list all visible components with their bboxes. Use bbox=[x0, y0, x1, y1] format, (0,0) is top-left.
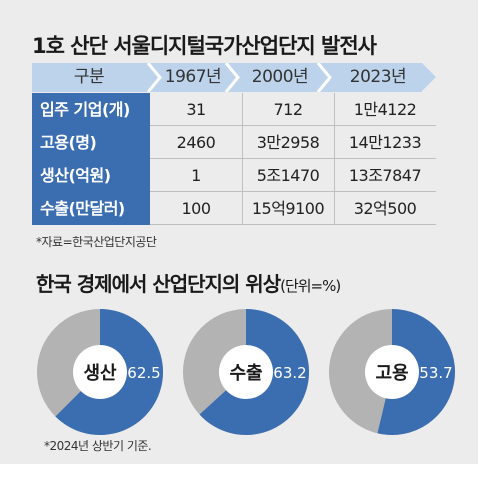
pie-center-hole bbox=[219, 345, 273, 399]
pie-category-label: 수출 bbox=[229, 363, 262, 384]
table-header-2000: 2000년 bbox=[251, 67, 309, 87]
table-cell: 5조1470 bbox=[256, 166, 320, 185]
table-divider bbox=[150, 224, 436, 225]
pie-category-label: 생산 bbox=[83, 363, 117, 384]
pie-category-label: 고용 bbox=[375, 363, 408, 384]
table-header-label: 구분 bbox=[73, 67, 105, 87]
section-title: 한국 경제에서 산업단지의 위상(단위=%) bbox=[36, 268, 341, 297]
table-cell: 1 bbox=[191, 166, 201, 185]
table-divider bbox=[334, 93, 335, 225]
pie-value-label: 63.2 bbox=[273, 364, 306, 382]
table-row-label: 생산(억원) bbox=[32, 159, 150, 192]
header-chevron-2 bbox=[224, 63, 240, 92]
table-cell: 1만4122 bbox=[353, 100, 417, 119]
page-title: 1호 산단 서울디지털국가산업단지 발전사 bbox=[32, 34, 377, 58]
table-cell: 2460 bbox=[176, 133, 216, 152]
pie-value-label: 62.5 bbox=[127, 364, 160, 382]
table-divider bbox=[242, 93, 243, 225]
table-header-1967: 1967년 bbox=[164, 67, 222, 87]
pie-value-label: 53.7 bbox=[419, 364, 452, 382]
pie-center-hole bbox=[365, 345, 419, 399]
table-cell: 32억500 bbox=[353, 199, 417, 218]
table-cell: 15억9100 bbox=[251, 199, 325, 218]
header-chevron-1 bbox=[146, 63, 162, 92]
table-row-label: 수출(만달러) bbox=[32, 192, 150, 225]
table-header-2023: 2023년 bbox=[349, 67, 407, 87]
table-cell: 31 bbox=[186, 100, 206, 119]
section-title-text: 한국 경제에서 산업단지의 위상 bbox=[36, 272, 281, 296]
table-divider bbox=[150, 125, 436, 126]
table-source: *자료=한국산업단지공단 bbox=[36, 235, 157, 249]
pie-center-hole bbox=[73, 345, 127, 399]
table-header-band bbox=[32, 63, 422, 92]
table-cell: 100 bbox=[181, 199, 211, 218]
table-cell: 14만1233 bbox=[348, 133, 422, 152]
table-divider bbox=[150, 158, 436, 159]
table-divider bbox=[150, 191, 436, 192]
table-row-label: 고용(명) bbox=[32, 126, 150, 159]
table-row-label: 입주 기업(개) bbox=[32, 93, 150, 126]
table-cell: 13조7847 bbox=[348, 166, 422, 185]
header-chevron-3 bbox=[316, 63, 332, 92]
section-unit: (단위=%) bbox=[280, 277, 341, 295]
table-cell: 3만2958 bbox=[256, 133, 320, 152]
header-arrow-tip bbox=[422, 63, 436, 91]
chart-note: *2024년 상반기 기준. bbox=[44, 439, 152, 453]
table-cell: 712 bbox=[273, 100, 303, 119]
